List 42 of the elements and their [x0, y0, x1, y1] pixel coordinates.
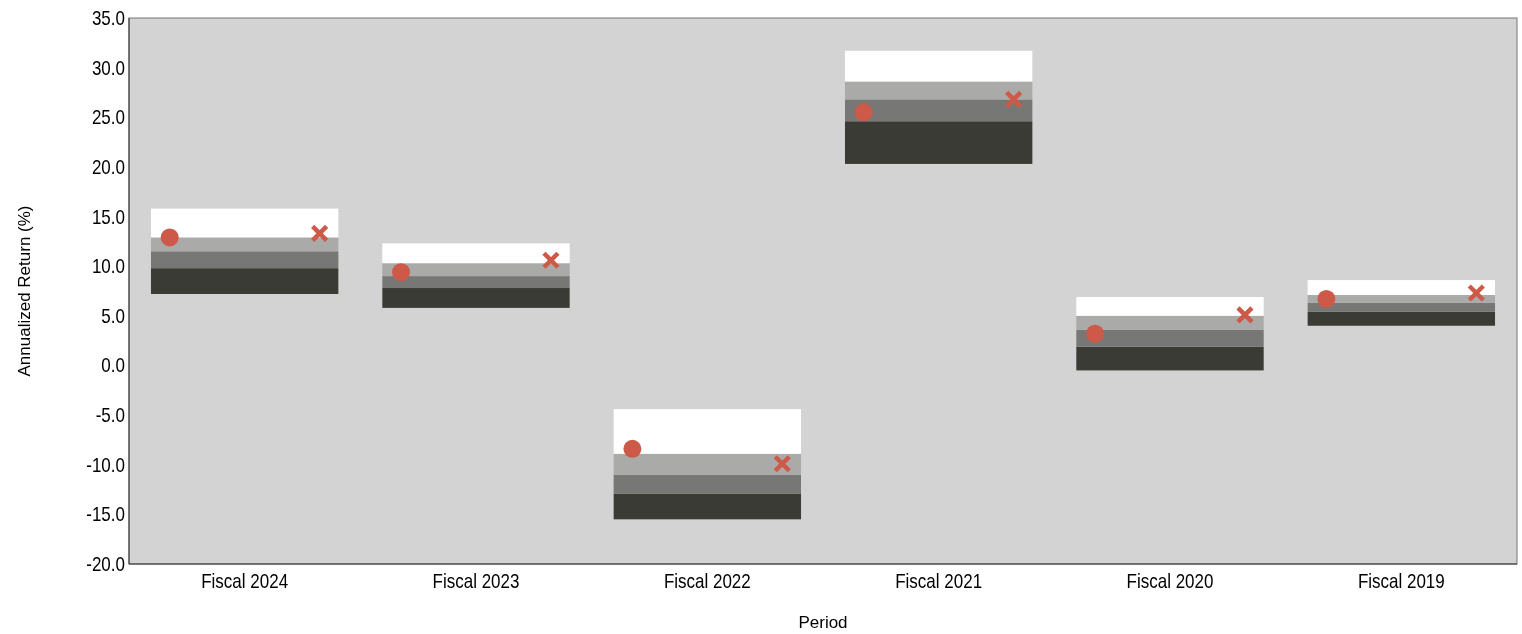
y-tick-label: 5.0 — [101, 304, 125, 328]
bar — [150, 268, 339, 294]
bar — [1307, 311, 1496, 326]
bar — [1307, 280, 1496, 295]
bar — [382, 243, 570, 264]
bar — [844, 81, 1033, 100]
y-tick-label: -10.0 — [86, 453, 125, 477]
bar — [382, 276, 570, 289]
x-tick-label: Fiscal 2020 — [1126, 569, 1214, 593]
bar — [1076, 296, 1264, 316]
y-tick-label: 35.0 — [91, 6, 125, 30]
x-tick-label: Fiscal 2021 — [895, 569, 983, 593]
x-tick-label: Fiscal 2019 — [1357, 569, 1445, 593]
y-tick-label: 25.0 — [91, 105, 125, 129]
y-tick-label: 10.0 — [91, 254, 125, 278]
bar — [844, 50, 1033, 82]
y-tick-label: 15.0 — [91, 205, 125, 228]
x-tick-label: Fiscal 2023 — [432, 569, 520, 593]
bar — [150, 251, 339, 269]
bar — [844, 121, 1033, 164]
bar — [1076, 346, 1264, 371]
y-tick-label: 0.0 — [101, 354, 125, 377]
bar — [1076, 329, 1264, 347]
y-tick-label: 20.0 — [91, 155, 125, 179]
x-tick-label: Fiscal 2022 — [663, 569, 751, 593]
bar — [150, 208, 339, 238]
bar — [613, 493, 802, 520]
bar — [613, 453, 802, 475]
y-tick-label: 30.0 — [91, 56, 125, 79]
bar — [1307, 302, 1496, 312]
y-tick-label: -20.0 — [86, 552, 125, 576]
bar — [1076, 315, 1264, 330]
x-tick-label: Fiscal 2024 — [201, 569, 289, 593]
y-tick-label: -5.0 — [95, 403, 125, 427]
bar — [382, 288, 570, 308]
x-axis-title: Period — [798, 613, 848, 632]
bar — [613, 409, 802, 454]
bar — [613, 474, 802, 494]
bar — [150, 237, 339, 252]
bar — [844, 99, 1033, 122]
y-tick-label: -15.0 — [86, 503, 125, 526]
y-axis-title: Annualized Return (%) — [15, 205, 34, 377]
